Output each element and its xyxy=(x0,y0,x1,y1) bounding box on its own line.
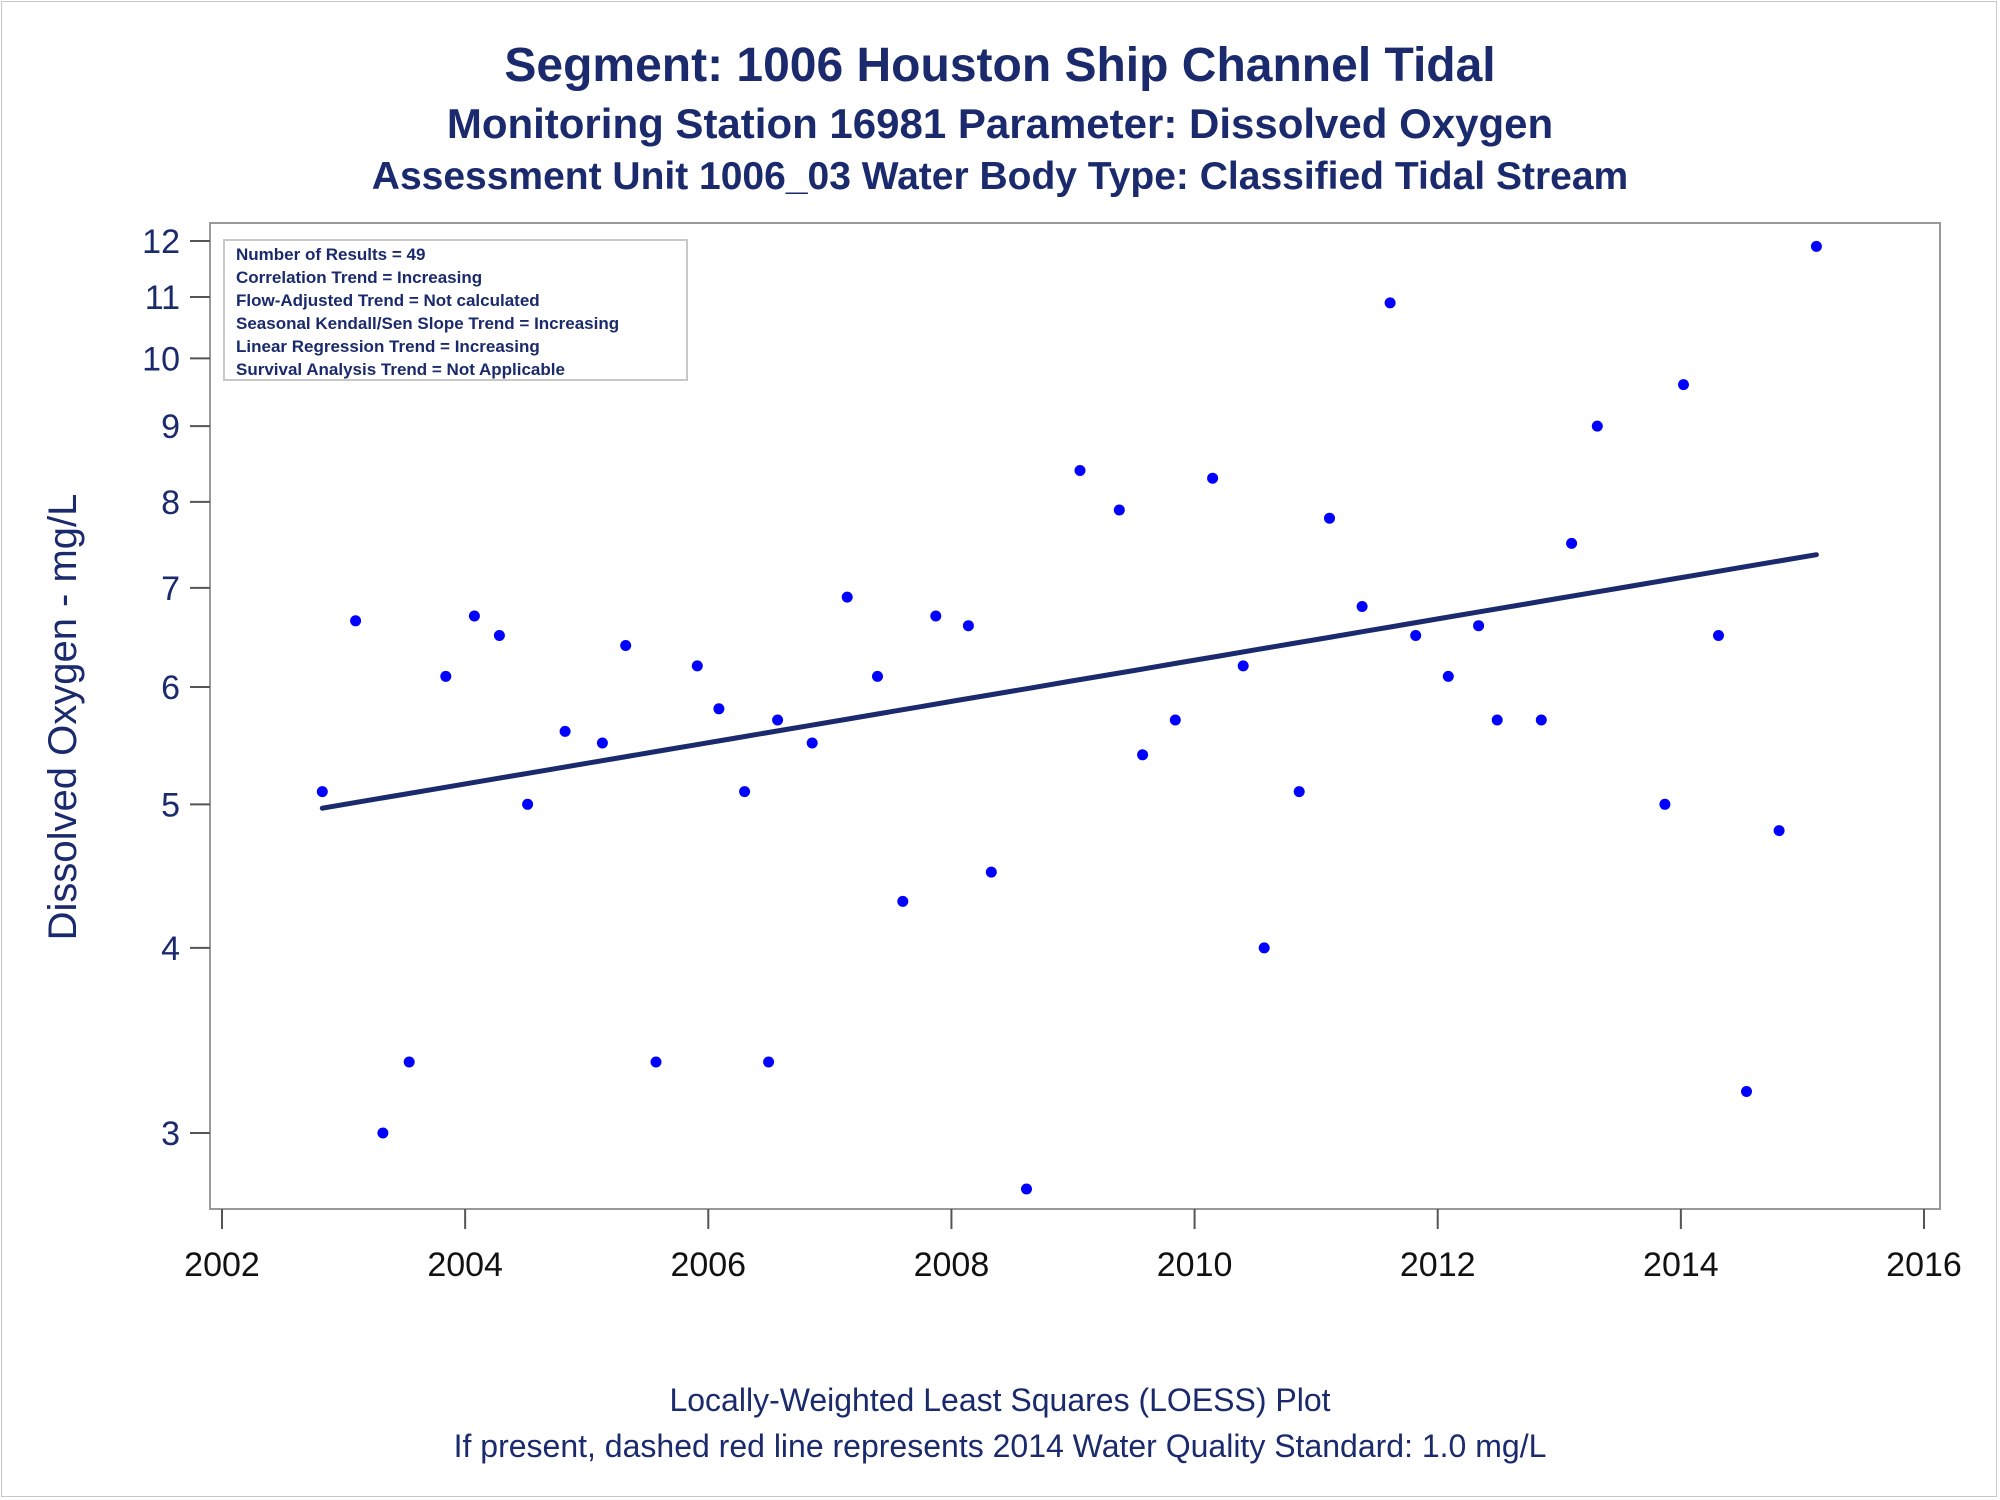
data-point xyxy=(620,640,632,651)
y-tick-label: 3 xyxy=(161,1115,180,1153)
y-axis-title: Dissolved Oxygen - mg/L xyxy=(41,494,85,941)
loess-line xyxy=(319,552,1819,811)
data-points xyxy=(316,240,1822,1195)
x-tick-label: 2006 xyxy=(670,1246,746,1284)
data-point xyxy=(468,610,480,622)
data-point xyxy=(1258,942,1270,954)
data-point xyxy=(1810,240,1822,252)
data-point xyxy=(806,737,818,749)
trend-summary-line: Seasonal Kendall/Sen Slope Trend = Incre… xyxy=(236,314,619,333)
y-tick-label: 8 xyxy=(161,484,180,522)
y-tick-label: 5 xyxy=(161,786,180,824)
data-point xyxy=(377,1127,389,1139)
x-tick-label: 2016 xyxy=(1886,1246,1962,1284)
data-point xyxy=(930,610,942,622)
y-tick-label: 10 xyxy=(142,340,180,378)
footnote-1: Locally-Weighted Least Squares (LOESS) P… xyxy=(669,1382,1331,1418)
y-axis: 3 4 5 6 7 8 9 10 11 12 xyxy=(142,223,210,1153)
data-point xyxy=(1473,620,1485,632)
y-tick-label: 11 xyxy=(145,279,180,317)
data-point xyxy=(1021,1183,1032,1195)
data-point xyxy=(713,703,725,715)
data-point xyxy=(1293,786,1305,798)
data-point xyxy=(1591,420,1603,432)
data-point xyxy=(1137,749,1149,761)
trend-summary-line: Number of Results = 49 xyxy=(236,245,425,264)
data-point xyxy=(350,615,362,627)
chart-subtitle-2: Assessment Unit 1006_03 Water Body Type:… xyxy=(371,155,1629,198)
data-point xyxy=(650,1056,662,1068)
data-point xyxy=(1207,472,1219,484)
y-tick-label: 6 xyxy=(161,669,180,707)
data-point xyxy=(1113,504,1125,516)
data-point xyxy=(1074,465,1086,476)
data-point xyxy=(763,1056,775,1068)
footnote-2: If present, dashed red line represents 2… xyxy=(453,1428,1547,1464)
data-point xyxy=(522,798,534,810)
data-point xyxy=(1659,798,1671,810)
data-point xyxy=(1356,601,1368,612)
trend-summary-border xyxy=(223,239,688,381)
data-point xyxy=(1741,1086,1752,1097)
trend-summary-line: Correlation Trend = Increasing xyxy=(236,268,482,287)
data-point xyxy=(1169,714,1181,726)
x-tick-label: 2010 xyxy=(1157,1246,1233,1284)
y-tick-label: 7 xyxy=(161,570,180,608)
data-point xyxy=(1566,537,1578,549)
data-point xyxy=(440,670,452,682)
data-point xyxy=(1410,630,1422,641)
trend-summary-line: Survival Analysis Trend = Not Applicable xyxy=(236,360,565,379)
data-point xyxy=(1491,714,1503,726)
data-point xyxy=(841,591,853,603)
data-point xyxy=(962,620,974,632)
data-point xyxy=(596,737,608,749)
data-point xyxy=(316,786,328,798)
data-point xyxy=(559,725,571,737)
data-point xyxy=(403,1056,415,1068)
x-tick-label: 2004 xyxy=(427,1246,503,1284)
trend-summary-line: Flow-Adjusted Trend = Not calculated xyxy=(236,291,540,310)
x-tick-label: 2008 xyxy=(914,1246,990,1284)
data-point xyxy=(985,866,997,878)
loess-trend xyxy=(319,552,1819,811)
data-point xyxy=(739,786,751,798)
x-tick-label: 2014 xyxy=(1643,1246,1719,1284)
y-tick-label: 9 xyxy=(161,408,180,446)
data-point xyxy=(1535,714,1547,726)
data-point xyxy=(772,714,784,726)
trend-summary-line: Linear Regression Trend = Increasing xyxy=(236,337,540,356)
data-point xyxy=(1324,512,1335,524)
y-tick-label: 4 xyxy=(161,930,180,968)
plot-area xyxy=(209,222,1941,1210)
trend-summary-box: Number of Results = 49 Correlation Trend … xyxy=(223,239,688,381)
data-point xyxy=(1773,825,1785,837)
data-point xyxy=(493,630,505,641)
chart-subtitle: Monitoring Station 16981 Parameter: Diss… xyxy=(446,100,1554,147)
chart-title: Segment: 1006 Houston Ship Channel Tidal xyxy=(504,39,1496,92)
x-axis: 2002 2004 2006 2008 2010 2012 2014 2016 xyxy=(184,1209,1962,1284)
data-point xyxy=(1442,670,1454,682)
data-point xyxy=(1237,660,1249,672)
data-point xyxy=(1713,630,1724,641)
data-point xyxy=(1678,379,1689,391)
data-point xyxy=(872,670,883,682)
data-point xyxy=(691,660,703,672)
x-tick-label: 2002 xyxy=(184,1246,260,1284)
y-tick-label: 12 xyxy=(142,223,180,261)
data-point xyxy=(897,895,909,907)
x-tick-label: 2012 xyxy=(1400,1246,1476,1284)
data-point xyxy=(1384,297,1396,309)
